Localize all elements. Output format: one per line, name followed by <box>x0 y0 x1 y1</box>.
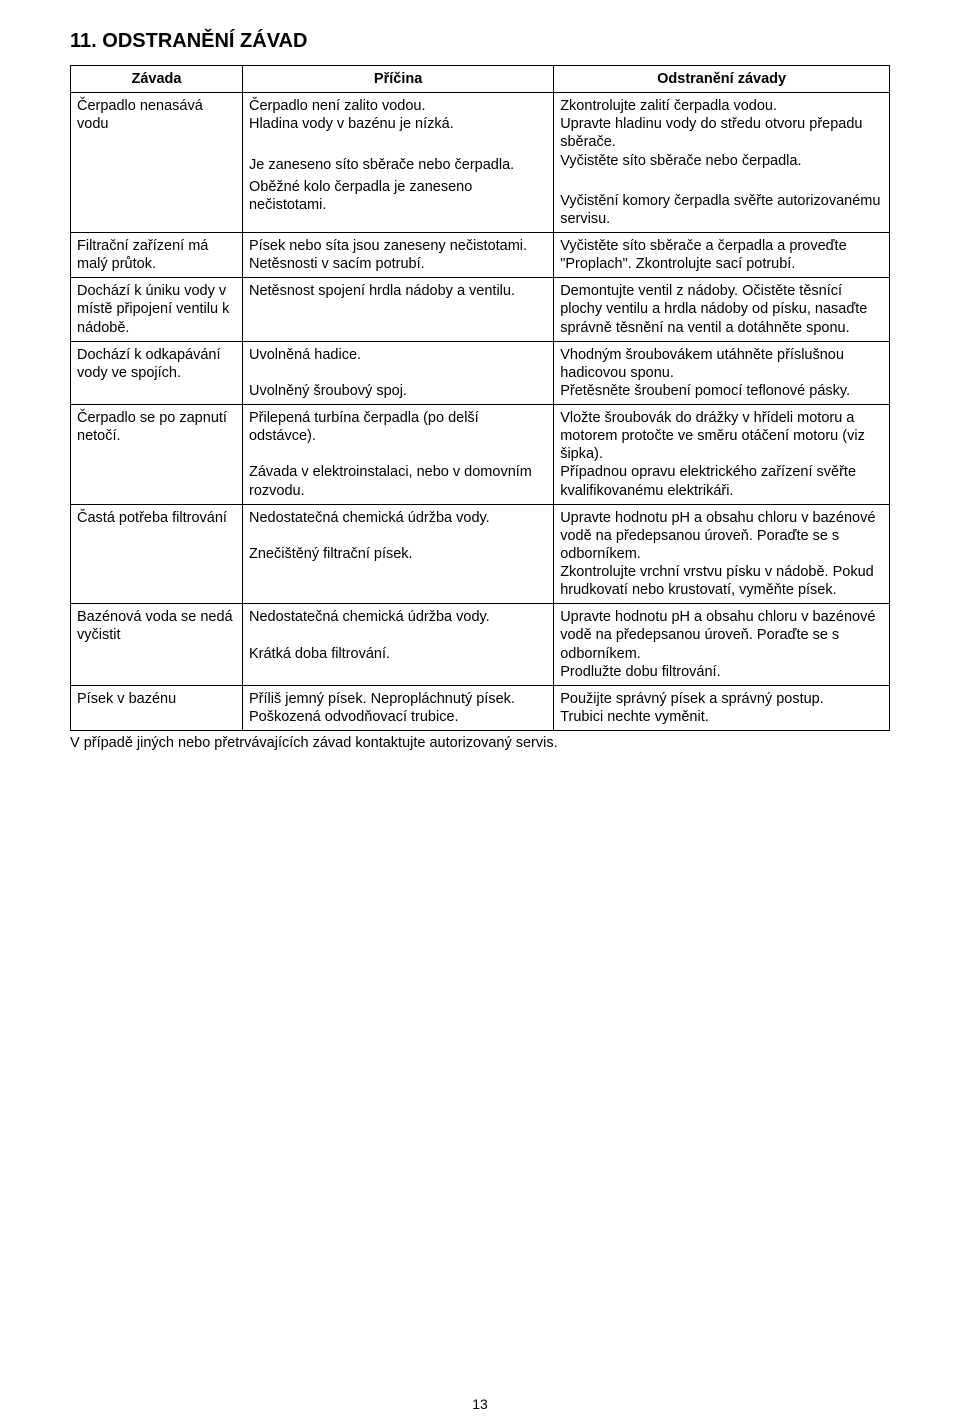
cell-cause: Písek nebo síta jsou zaneseny nečistotam… <box>242 233 553 278</box>
cell-fault: Častá potřeba filtrování <box>71 504 243 604</box>
table-row: Bazénová voda se nedá vyčistit Nedostate… <box>71 604 890 686</box>
footer-note: V případě jiných nebo přetrvávajících zá… <box>70 735 890 751</box>
col-header-fix: Odstranění závady <box>554 66 890 93</box>
cause-line: Uvolněná hadice. <box>249 346 547 364</box>
cause-line: Přilepená turbína čerpadla (po delší ods… <box>249 409 547 445</box>
cell-cause: Přilepená turbína čerpadla (po delší ods… <box>242 405 553 505</box>
cell-fault: Písek v bazénu <box>71 685 243 730</box>
table-row: Písek v bazénu Příliš jemný písek. Nepro… <box>71 685 890 730</box>
cell-cause: Nedostatečná chemická údržba vody. Zneči… <box>242 504 553 604</box>
cause-line: Oběžné kolo čerpadla je zaneseno nečisto… <box>249 178 547 214</box>
cause-line: Znečištěný filtrační písek. <box>249 545 547 563</box>
cause-line: Uvolněný šroubový spoj. <box>249 382 547 400</box>
fix-line: Přetěsněte šroubení pomocí teflonové pás… <box>560 382 883 400</box>
cause-line: Je zaneseno síto sběrače nebo čerpadla. <box>249 156 547 174</box>
cell-fault: Čerpadlo se po zapnutí netočí. <box>71 405 243 505</box>
table-header-row: Závada Příčina Odstranění závady <box>71 66 890 93</box>
cell-fix: Použijte správný písek a správný postup.… <box>554 685 890 730</box>
cell-fix: Vyčistěte síto sběrače a čerpadla a prov… <box>554 233 890 278</box>
fix-line: Zkontrolujte zalití čerpadla vodou. <box>560 97 883 115</box>
cause-line: Čerpadlo není zalito vodou. <box>249 97 547 115</box>
fix-line: Upravte hladinu vody do středu otvoru př… <box>560 115 883 151</box>
cause-line: Nedostatečná chemická údržba vody. <box>249 608 547 626</box>
fix-line: Prodlužte dobu filtrování. <box>560 663 883 681</box>
cell-fix: Upravte hodnotu pH a obsahu chloru v baz… <box>554 504 890 604</box>
cell-fault: Dochází k odkapávání vody ve spojích. <box>71 341 243 404</box>
table-row: Dochází k úniku vody v místě připojení v… <box>71 278 890 341</box>
table-row: Častá potřeba filtrování Nedostatečná ch… <box>71 504 890 604</box>
cell-cause: Nedostatečná chemická údržba vody. Krátk… <box>242 604 553 686</box>
cause-line: Poškozená odvodňovací trubice. <box>249 708 547 726</box>
table-row: Čerpadlo nenasává vodu Čerpadlo není zal… <box>71 93 890 233</box>
fix-line: Vhodným šroubovákem utáhněte příslušnou … <box>560 346 883 382</box>
cause-line: Hladina vody v bazénu je nízká. <box>249 115 547 133</box>
cell-fault: Dochází k úniku vody v místě připojení v… <box>71 278 243 341</box>
col-header-cause: Příčina <box>242 66 553 93</box>
cell-fix: Demontujte ventil z nádoby. Očistěte těs… <box>554 278 890 341</box>
cell-fix: Vložte šroubovák do drážky v hřídeli mot… <box>554 405 890 505</box>
cell-fix: Vhodným šroubovákem utáhněte příslušnou … <box>554 341 890 404</box>
cell-cause: Uvolněná hadice. Uvolněný šroubový spoj. <box>242 341 553 404</box>
fix-line: Upravte hodnotu pH a obsahu chloru v baz… <box>560 509 883 563</box>
col-header-fault: Závada <box>71 66 243 93</box>
fix-line: Případnou opravu elektrického zařízení s… <box>560 463 883 499</box>
fix-line: Vyčistěte síto sběrače nebo čerpadla. <box>560 152 883 170</box>
page-title: 11. ODSTRANĚNÍ ZÁVAD <box>70 30 890 53</box>
cell-fix: Zkontrolujte zalití čerpadla vodou. Upra… <box>554 93 890 233</box>
fix-line: Upravte hodnotu pH a obsahu chloru v baz… <box>560 608 883 662</box>
cause-line: Krátká doba filtrování. <box>249 645 547 663</box>
table-row: Čerpadlo se po zapnutí netočí. Přilepená… <box>71 405 890 505</box>
fix-line: Použijte správný písek a správný postup. <box>560 690 883 708</box>
cause-line: Příliš jemný písek. Nepropláchnutý písek… <box>249 690 547 708</box>
page: 11. ODSTRANĚNÍ ZÁVAD Závada Příčina Odst… <box>0 0 960 1428</box>
page-number: 13 <box>0 1396 960 1412</box>
table-row: Filtrační zařízení má malý průtok. Písek… <box>71 233 890 278</box>
fix-line: Vložte šroubovák do drážky v hřídeli mot… <box>560 409 883 463</box>
table-row: Dochází k odkapávání vody ve spojích. Uv… <box>71 341 890 404</box>
cell-fault: Bazénová voda se nedá vyčistit <box>71 604 243 686</box>
cell-fix: Upravte hodnotu pH a obsahu chloru v baz… <box>554 604 890 686</box>
troubleshooting-table: Závada Příčina Odstranění závady Čerpadl… <box>70 65 890 731</box>
fix-line: Vyčistění komory čerpadla svěřte autoriz… <box>560 192 883 228</box>
cause-line: Závada v elektroinstalaci, nebo v domovn… <box>249 463 547 499</box>
fix-line: Trubici nechte vyměnit. <box>560 708 883 726</box>
cell-cause: Příliš jemný písek. Nepropláchnutý písek… <box>242 685 553 730</box>
cause-line: Nedostatečná chemická údržba vody. <box>249 509 547 527</box>
cell-cause: Netěsnost spojení hrdla nádoby a ventilu… <box>242 278 553 341</box>
cell-fault: Čerpadlo nenasává vodu <box>71 93 243 233</box>
fix-line: Zkontrolujte vrchní vrstvu písku v nádob… <box>560 563 883 599</box>
cell-fault: Filtrační zařízení má malý průtok. <box>71 233 243 278</box>
cell-cause: Čerpadlo není zalito vodou. Hladina vody… <box>242 93 553 233</box>
